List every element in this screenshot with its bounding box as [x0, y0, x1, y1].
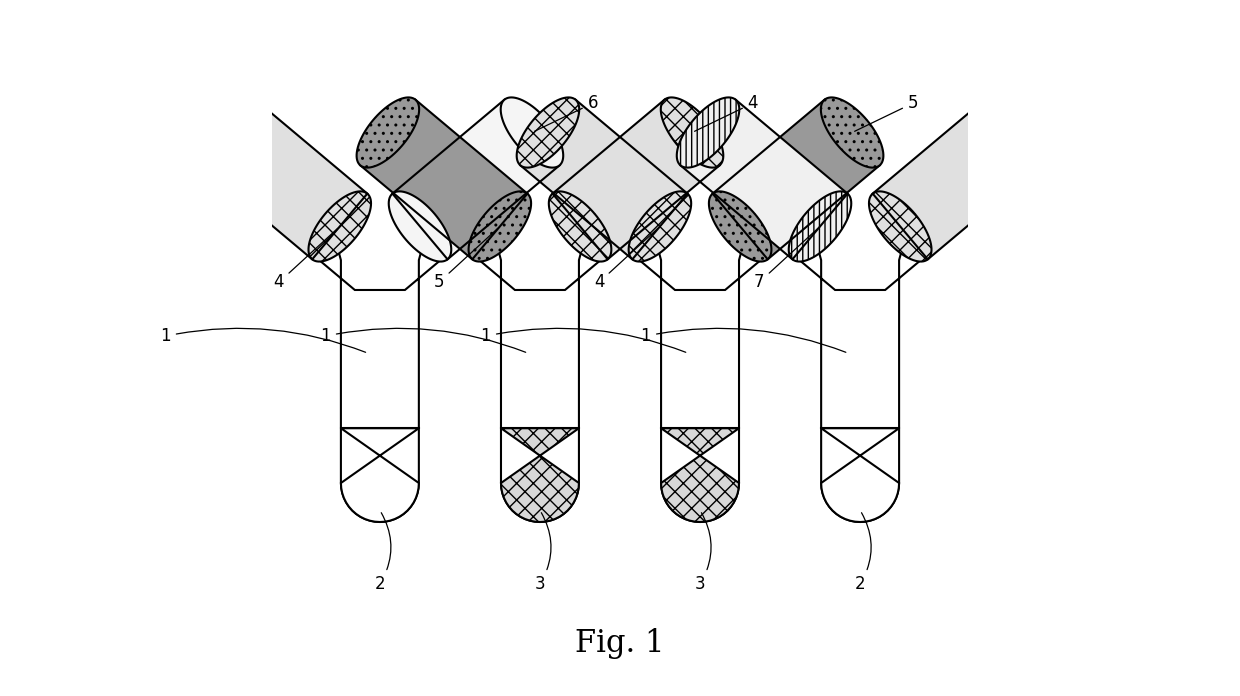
- Polygon shape: [821, 97, 883, 168]
- Polygon shape: [549, 191, 611, 262]
- Polygon shape: [629, 191, 691, 262]
- Polygon shape: [521, 100, 687, 260]
- Text: 2: 2: [854, 513, 872, 593]
- Polygon shape: [661, 428, 739, 522]
- Polygon shape: [553, 100, 719, 260]
- Text: 2: 2: [374, 513, 391, 593]
- Polygon shape: [728, 143, 992, 522]
- Polygon shape: [408, 143, 672, 522]
- Polygon shape: [709, 191, 771, 262]
- Polygon shape: [501, 428, 579, 522]
- Polygon shape: [501, 97, 563, 168]
- Text: 1: 1: [480, 327, 686, 352]
- Text: 6: 6: [534, 94, 598, 132]
- Text: 1: 1: [640, 327, 846, 352]
- Polygon shape: [248, 143, 512, 522]
- Polygon shape: [388, 191, 451, 262]
- Polygon shape: [568, 143, 832, 522]
- Text: 4: 4: [694, 94, 758, 132]
- Text: 5: 5: [854, 94, 919, 132]
- Polygon shape: [309, 191, 371, 262]
- Text: 3: 3: [534, 513, 551, 593]
- Polygon shape: [517, 97, 579, 168]
- Polygon shape: [677, 97, 739, 168]
- Polygon shape: [821, 428, 899, 522]
- Text: Fig. 1: Fig. 1: [575, 628, 665, 659]
- Polygon shape: [361, 100, 527, 260]
- Polygon shape: [392, 100, 559, 260]
- Polygon shape: [357, 97, 419, 168]
- Polygon shape: [197, 97, 259, 168]
- Text: 1: 1: [320, 327, 526, 352]
- Text: 1: 1: [160, 327, 366, 352]
- Text: 4: 4: [594, 228, 658, 292]
- Polygon shape: [200, 100, 367, 260]
- Polygon shape: [681, 100, 848, 260]
- Polygon shape: [713, 100, 879, 260]
- Text: 7: 7: [754, 228, 818, 292]
- Text: 4: 4: [274, 228, 337, 292]
- Text: 3: 3: [694, 513, 711, 593]
- Polygon shape: [789, 191, 852, 262]
- Polygon shape: [661, 97, 723, 168]
- Polygon shape: [469, 191, 531, 262]
- Polygon shape: [873, 100, 1040, 260]
- Polygon shape: [341, 428, 419, 522]
- Polygon shape: [981, 97, 1043, 168]
- Polygon shape: [869, 191, 931, 262]
- Text: 5: 5: [434, 228, 497, 292]
